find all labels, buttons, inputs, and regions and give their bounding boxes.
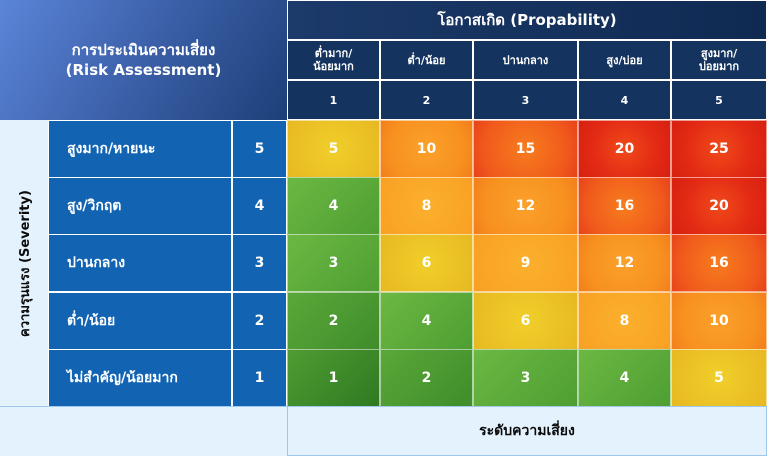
risk-cell: 4 [287,177,380,236]
severity-label-4: สูง/วิกฤต [48,177,232,236]
severity-label-2: ต่ำ/น้อย [48,291,232,350]
risk-cell: 2 [380,348,473,407]
risk-cell: 4 [578,348,671,407]
probability-label-1: ต่ำมาก/น้อยมาก [287,40,380,80]
risk-cell: 8 [380,177,473,236]
probability-number-1: 1 [287,80,380,120]
severity-number-4: 4 [232,177,287,236]
probability-label-4: สูง/บ่อย [578,40,671,80]
risk-cell: 15 [473,120,578,178]
probability-label-3: ปานกลาง [473,40,578,80]
probability-number-2: 2 [380,80,473,120]
severity-number-1: 1 [232,348,287,407]
severity-number-3: 3 [232,234,287,293]
risk-cell: 5 [671,348,767,407]
footer-blank [0,406,287,456]
risk-cell: 1 [287,348,380,407]
probability-label-2: ต่ำ/น้อย [380,40,473,80]
probability-label-line1: ปานกลาง [502,53,549,67]
risk-cell: 20 [578,120,671,178]
risk-cell: 10 [380,120,473,178]
risk-cell: 25 [671,120,767,178]
risk-cell: 8 [578,291,671,350]
severity-number-2: 2 [232,291,287,350]
risk-cell: 9 [473,234,578,293]
risk-cell: 12 [578,234,671,293]
severity-axis-text: ความรุนแรง (Severity) [17,189,33,337]
risk-assessment-header: การประเมินความเสี่ยง (Risk Assessment) [0,0,287,120]
severity-label-1: ไม่สำคัญ/น้อยมาก [48,348,232,407]
probability-label-5: สูงมาก/บ่อยมาก [671,40,767,80]
severity-label-3: ปานกลาง [48,234,232,293]
severity-label-5: สูงมาก/หายนะ [48,120,232,178]
risk-cell: 20 [671,177,767,236]
risk-cell: 12 [473,177,578,236]
probability-title: โอกาสเกิด (Propability) [287,0,767,40]
risk-cell: 6 [380,234,473,293]
probability-label-line1: ต่ำ/น้อย [407,53,446,67]
probability-label-line2: บ่อยมาก [698,60,740,73]
probability-label-line2: น้อยมาก [313,60,354,73]
severity-axis-label: ความรุนแรง (Severity) [0,120,48,406]
risk-cell: 6 [473,291,578,350]
probability-label-line1: สูง/บ่อย [606,53,643,67]
probability-label-line1: ต่ำมาก/ [314,47,353,60]
probability-label-line1: สูงมาก/ [700,47,738,60]
risk-cell: 5 [287,120,380,178]
severity-number-5: 5 [232,120,287,178]
risk-cell: 3 [287,234,380,293]
risk-assessment-title-en: (Risk Assessment) [65,61,222,79]
probability-number-3: 3 [473,80,578,120]
risk-cell: 3 [473,348,578,407]
risk-level-label: ระดับความเสี่ยง [287,406,767,456]
risk-cell: 2 [287,291,380,350]
risk-assessment-title-th: การประเมินความเสี่ยง [71,41,216,59]
risk-cell: 10 [671,291,767,350]
probability-number-5: 5 [671,80,767,120]
risk-cell: 4 [380,291,473,350]
risk-cell: 16 [578,177,671,236]
risk-cell: 16 [671,234,767,293]
probability-number-4: 4 [578,80,671,120]
